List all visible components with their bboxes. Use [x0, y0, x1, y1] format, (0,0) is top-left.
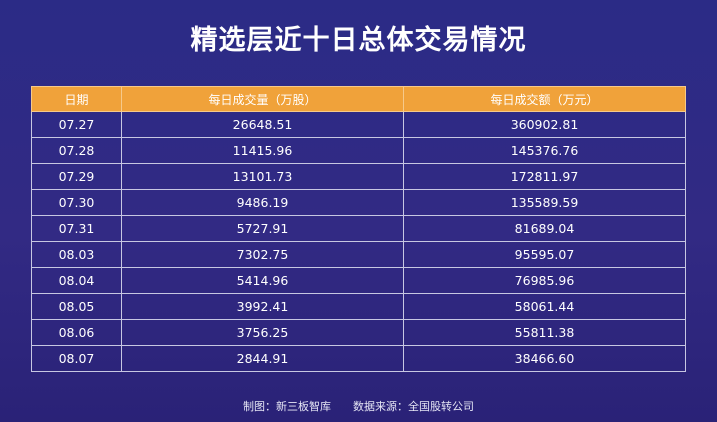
cell-volume: 7302.75	[121, 241, 404, 268]
table-header-row: 日期 每日成交量（万股） 每日成交额（万元）	[31, 86, 686, 112]
table-row: 07.27 26648.51 360902.81	[31, 111, 686, 138]
footer-credits: 制图：新三板智库 数据来源：全国股转公司	[0, 398, 717, 414]
cell-date: 07.29	[31, 163, 122, 190]
cell-date: 08.05	[31, 293, 122, 320]
cell-volume: 2844.91	[121, 345, 404, 372]
cell-amount: 58061.44	[403, 293, 686, 320]
table-row: 08.07 2844.91 38466.60	[31, 345, 686, 372]
cell-date: 08.07	[31, 345, 122, 372]
cell-amount: 145376.76	[403, 137, 686, 164]
page-title: 精选层近十日总体交易情况	[190, 25, 527, 56]
cell-volume: 9486.19	[121, 189, 404, 216]
cell-date: 08.03	[31, 241, 122, 268]
cell-date: 07.28	[31, 137, 122, 164]
table-row: 07.31 5727.91 81689.04	[31, 215, 686, 242]
footer-source: 数据来源：全国股转公司	[353, 400, 474, 413]
table-row: 07.30 9486.19 135589.59	[31, 189, 686, 216]
cell-amount: 38466.60	[403, 345, 686, 372]
cell-amount: 172811.97	[403, 163, 686, 190]
cell-amount: 55811.38	[403, 319, 686, 346]
cell-volume: 5727.91	[121, 215, 404, 242]
cell-date: 07.31	[31, 215, 122, 242]
table-row: 08.06 3756.25 55811.38	[31, 319, 686, 346]
cell-amount: 76985.96	[403, 267, 686, 294]
cell-amount: 360902.81	[403, 111, 686, 138]
table-row: 07.29 13101.73 172811.97	[31, 163, 686, 190]
trading-table: 日期 每日成交量（万股） 每日成交额（万元） 07.27 26648.51 36…	[31, 86, 686, 372]
cell-date: 07.30	[31, 189, 122, 216]
cell-volume: 3992.41	[121, 293, 404, 320]
header-date: 日期	[31, 86, 122, 112]
cell-volume: 11415.96	[121, 137, 404, 164]
cell-amount: 135589.59	[403, 189, 686, 216]
table-row: 08.03 7302.75 95595.07	[31, 241, 686, 268]
cell-amount: 95595.07	[403, 241, 686, 268]
header-amount: 每日成交额（万元）	[403, 86, 686, 112]
table-row: 08.05 3992.41 58061.44	[31, 293, 686, 320]
cell-volume: 26648.51	[121, 111, 404, 138]
cell-date: 07.27	[31, 111, 122, 138]
table-row: 07.28 11415.96 145376.76	[31, 137, 686, 164]
header-volume: 每日成交量（万股）	[121, 86, 404, 112]
cell-volume: 5414.96	[121, 267, 404, 294]
cell-date: 08.06	[31, 319, 122, 346]
cell-amount: 81689.04	[403, 215, 686, 242]
cell-volume: 3756.25	[121, 319, 404, 346]
table-row: 08.04 5414.96 76985.96	[31, 267, 686, 294]
cell-date: 08.04	[31, 267, 122, 294]
cell-volume: 13101.73	[121, 163, 404, 190]
footer-producer: 制图：新三板智库	[243, 400, 331, 413]
